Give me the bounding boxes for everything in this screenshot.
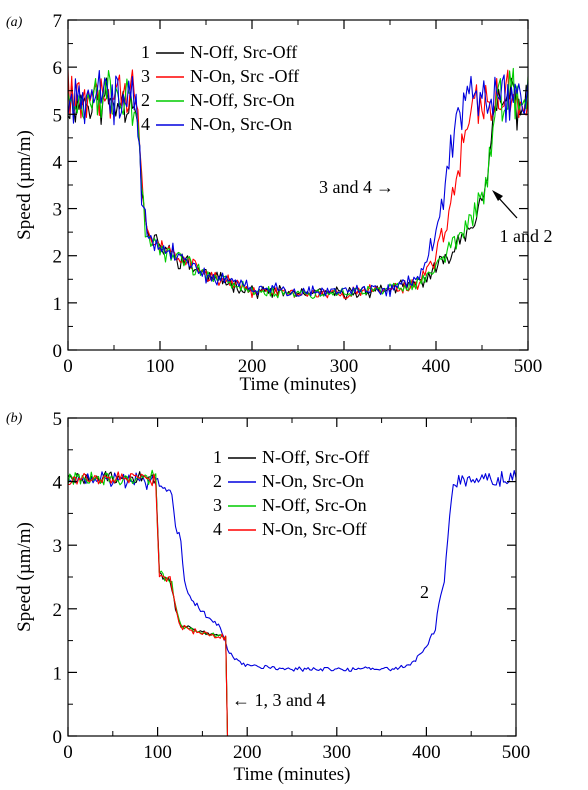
annotation-arrow: →: [376, 177, 394, 197]
panel-a-legend: 1 N-Off, Src-Off 3 N-On, Src -Off 2 N-Of…: [141, 42, 299, 134]
panel-a-y-ticks: 0 1 2 3 4 5 6 7: [53, 11, 528, 362]
y-tick-label: 1: [53, 663, 63, 684]
panel-b-legend-entry-2: 2 N-On, Src-On: [213, 471, 364, 491]
legend-entry-label: N-On, Src-On: [262, 471, 364, 491]
x-tick-label: 200: [233, 742, 262, 763]
x-tick-label: 0: [63, 356, 73, 377]
panel-b-series-line-4: [67, 471, 229, 737]
annotation-label: 1 and 2: [500, 226, 553, 246]
x-tick-label: 0: [63, 742, 73, 763]
panel-b-legend-entry-3: 3 N-Off, Src-On: [213, 495, 367, 515]
panel-b-annotation-2: 2: [420, 582, 429, 602]
panel-b: (b) 0 100 200 300 400 500 0 1 2 3 4 5 Time (minute…: [6, 409, 530, 785]
legend-entry-label: N-On, Src-Off: [262, 519, 367, 539]
panel-a-annotation-1-and-2: 1 and 2: [492, 190, 553, 246]
y-tick-label: 2: [53, 600, 63, 621]
panel-b-series-line-3: [67, 469, 229, 737]
panel-a-x-ticks: 0 100 200 300 400 500: [63, 20, 542, 377]
legend-entry-label: N-Off, Src-Off: [262, 447, 369, 467]
y-tick-label: 3: [53, 200, 63, 221]
y-tick-label: 3: [53, 536, 63, 557]
panel-a-series-line-2: [67, 67, 529, 300]
legend-entry-number: 4: [213, 519, 222, 539]
panel-a-x-axis-title: Time (minutes): [240, 374, 357, 395]
panel-b-annotation-1-3-and-4: ← 1, 3 and 4: [232, 690, 326, 710]
panel-a-legend-entry-1: 1 N-Off, Src-Off: [141, 42, 297, 62]
legend-entry-label: N-Off, Src-On: [190, 90, 295, 110]
y-tick-label: 7: [53, 11, 63, 32]
x-tick-label: 400: [412, 742, 441, 763]
x-tick-label: 300: [330, 356, 359, 377]
legend-entry-label: N-On, Src -Off: [190, 66, 299, 86]
panel-a-legend-entry-2: 2 N-Off, Src-On: [141, 90, 295, 110]
legend-entry-number: 2: [141, 90, 150, 110]
x-tick-label: 400: [422, 356, 451, 377]
y-tick-label: 2: [53, 247, 63, 268]
panel-b-x-axis-title: Time (minutes): [234, 764, 351, 785]
y-tick-label: 4: [53, 473, 63, 494]
panel-b-plot-frame: [67, 417, 517, 737]
panel-b-legend-entry-1: 1 N-Off, Src-Off: [213, 447, 369, 467]
y-tick-label: 0: [53, 341, 63, 362]
x-tick-label: 500: [514, 356, 543, 377]
annotation-arrow-line: [496, 195, 518, 219]
x-tick-label: 200: [238, 356, 267, 377]
panel-a-y-axis-title: Speed (µm/m): [14, 130, 35, 240]
panel-a: (a) 0 100 200 300 400 500 0 1 2 3 4 5 6 7 Time (minu…: [6, 11, 553, 395]
panel-a-annotation-3-and-4: 3 and 4 →: [319, 177, 394, 197]
legend-entry-label: N-Off, Src-On: [262, 495, 367, 515]
annotation-label: 3 and 4: [319, 177, 372, 197]
x-tick-label: 500: [502, 742, 531, 763]
panel-b-legend: 1 N-Off, Src-Off 2 N-On, Src-On 3 N-Off,…: [213, 447, 369, 539]
panel-a-plot-frame: [67, 19, 529, 351]
legend-entry-number: 2: [213, 471, 222, 491]
y-tick-label: 0: [53, 727, 63, 748]
y-tick-label: 5: [53, 409, 63, 430]
y-tick-label: 6: [53, 58, 63, 79]
x-tick-label: 300: [323, 742, 352, 763]
panel-b-series-line-1: [67, 470, 229, 737]
panel-a-legend-entry-4: 4 N-On, Src-On: [141, 114, 292, 134]
panel-label-a: (a): [6, 15, 23, 30]
panel-a-series-lines: [67, 67, 529, 301]
x-tick-label: 100: [146, 356, 175, 377]
legend-entry-number: 1: [141, 42, 150, 62]
legend-entry-number: 1: [213, 447, 222, 467]
panel-b-series-lines: [67, 469, 517, 737]
y-tick-label: 1: [53, 294, 63, 315]
panel-b-y-axis-title: Speed (µm/m): [14, 522, 35, 632]
y-tick-label: 5: [53, 105, 63, 126]
y-tick-label: 4: [53, 152, 63, 173]
annotation-arrowhead: [492, 190, 503, 201]
legend-entry-number: 3: [213, 495, 222, 515]
x-tick-label: 100: [143, 742, 172, 763]
legend-entry-number: 4: [141, 114, 150, 134]
panel-a-legend-entry-3: 3 N-On, Src -Off: [141, 66, 299, 86]
panel-b-x-ticks: 0 100 200 300 400 500: [63, 418, 530, 763]
panel-b-legend-entry-4: 4 N-On, Src-Off: [213, 519, 367, 539]
legend-entry-label: N-Off, Src-Off: [190, 42, 297, 62]
panel-label-b: (b): [6, 411, 23, 426]
panel-a-series-line-4: [67, 69, 529, 297]
legend-entry-number: 3: [141, 66, 150, 86]
legend-entry-label: N-On, Src-On: [190, 114, 292, 134]
